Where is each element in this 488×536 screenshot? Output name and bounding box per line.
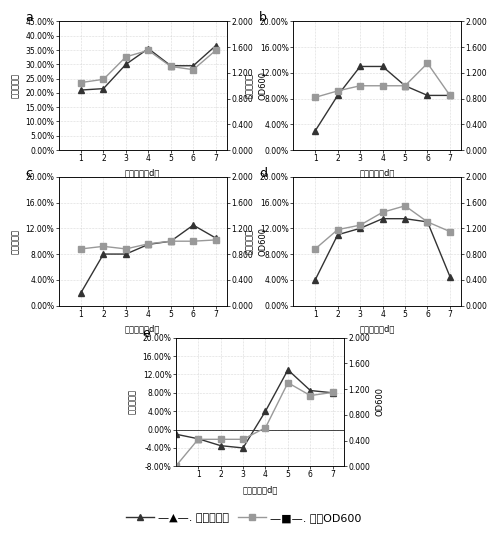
- Y-axis label: 金属去除率: 金属去除率: [245, 73, 254, 98]
- X-axis label: 生长时间（d）: 生长时间（d）: [125, 324, 161, 333]
- Text: d: d: [259, 167, 267, 180]
- Text: b: b: [259, 11, 267, 24]
- Y-axis label: 金属去除率: 金属去除率: [245, 229, 254, 254]
- Y-axis label: OD600: OD600: [259, 227, 267, 256]
- Y-axis label: 金属去除率: 金属去除率: [11, 229, 20, 254]
- Y-axis label: OD600: OD600: [376, 388, 385, 416]
- Y-axis label: 金属去除率: 金属去除率: [128, 390, 137, 414]
- Text: a: a: [25, 11, 33, 24]
- Y-axis label: 金属去除率: 金属去除率: [11, 73, 20, 98]
- X-axis label: 生长时间（d）: 生长时间（d）: [359, 169, 395, 178]
- Text: c: c: [25, 167, 32, 180]
- X-axis label: 生长时间（d）: 生长时间（d）: [242, 485, 278, 494]
- X-axis label: 生长时间（d）: 生长时间（d）: [359, 324, 395, 333]
- Legend: —▲—. 金属去除率, —■—. 菌液OD600: —▲—. 金属去除率, —■—. 菌液OD600: [122, 509, 366, 528]
- Text: e: e: [142, 327, 150, 340]
- Y-axis label: OD600: OD600: [259, 71, 267, 100]
- X-axis label: 生长时间（d）: 生长时间（d）: [125, 169, 161, 178]
